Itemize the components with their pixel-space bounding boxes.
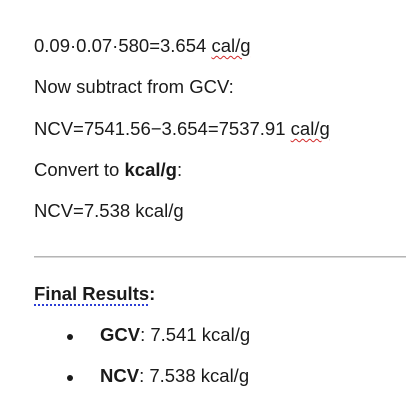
list-item-gcv: GCV: 7.541 kcal/g bbox=[100, 323, 250, 347]
bullet-icon bbox=[67, 334, 73, 340]
calc-line: 0.09·0.07·580=3.654 cal/g bbox=[34, 34, 251, 58]
convert-unit: kcal/g bbox=[124, 159, 177, 180]
ncv-calc-expression: NCV=7541.56−3.654=7537.91 bbox=[34, 118, 291, 139]
convert-line: Convert to kcal/g: bbox=[34, 158, 182, 182]
final-results-colon: : bbox=[149, 283, 156, 304]
convert-suffix: : bbox=[176, 159, 183, 180]
gcv-value: : 7.541 kcal/g bbox=[140, 324, 251, 345]
document-body: 0.09·0.07·580=3.654 cal/g Now subtract f… bbox=[34, 0, 406, 417]
ncv-value: : 7.538 kcal/g bbox=[139, 365, 250, 386]
ncv-calc-unit-misspelled[interactable]: cal/g bbox=[290, 118, 330, 139]
calc-unit-misspelled[interactable]: cal/g bbox=[211, 35, 251, 56]
convert-prefix: Convert to bbox=[34, 159, 125, 180]
calc-expression: 0.09·0.07·580=3.654 bbox=[34, 35, 212, 56]
subtract-instruction: Now subtract from GCV: bbox=[34, 76, 234, 97]
final-results-title[interactable]: Final Results bbox=[34, 283, 150, 304]
list-item-ncv: NCV: 7.538 kcal/g bbox=[100, 364, 249, 388]
gcv-label: GCV bbox=[100, 324, 141, 345]
final-results-heading: Final Results: bbox=[34, 282, 155, 306]
ncv-calc-line: NCV=7541.56−3.654=7537.91 cal/g bbox=[34, 117, 330, 141]
ncv-kcal-line: NCV=7.538 kcal/g bbox=[34, 200, 184, 221]
horizontal-divider bbox=[34, 256, 406, 258]
bullet-icon bbox=[67, 375, 73, 381]
ncv-label: NCV bbox=[100, 365, 140, 386]
